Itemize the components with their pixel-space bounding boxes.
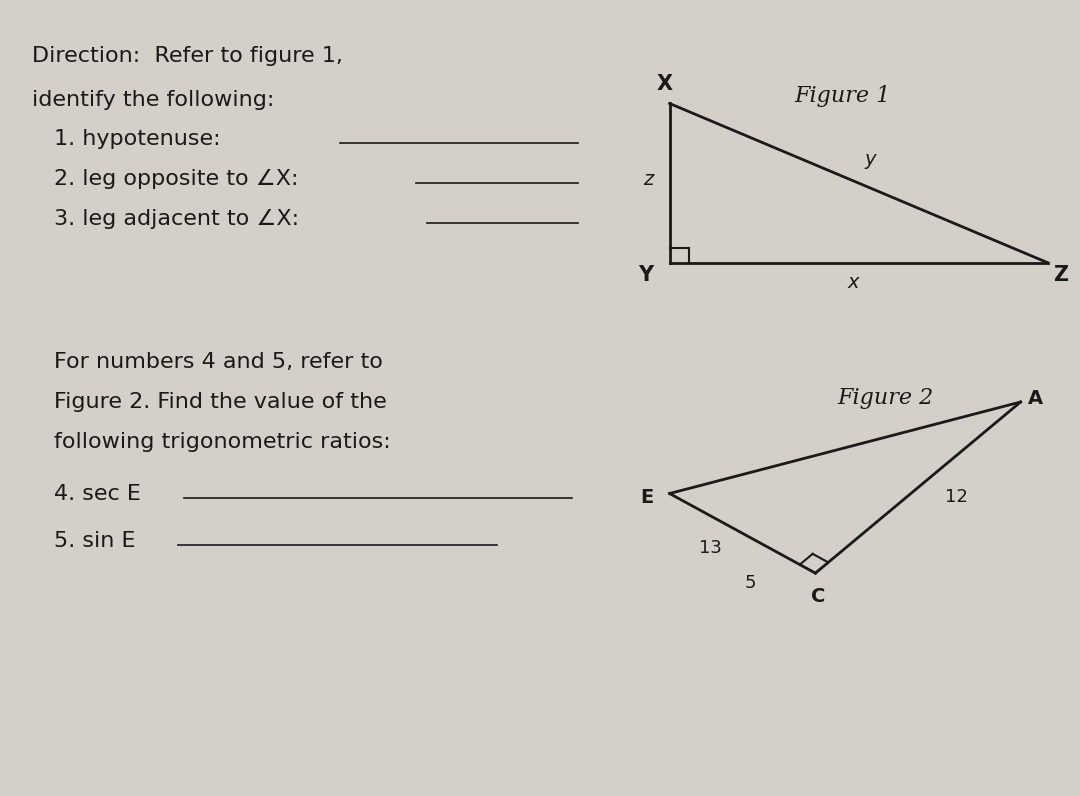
Text: 12: 12 <box>945 489 968 506</box>
Text: Figure 1: Figure 1 <box>794 84 891 107</box>
Text: A: A <box>1028 388 1043 408</box>
Text: 4. sec E: 4. sec E <box>54 483 140 504</box>
Text: identify the following:: identify the following: <box>32 89 274 110</box>
Text: Y: Y <box>638 264 653 285</box>
Text: 5: 5 <box>744 574 756 591</box>
Text: Figure 2: Figure 2 <box>837 387 934 409</box>
Text: x: x <box>848 273 859 292</box>
Text: Z: Z <box>1053 264 1068 285</box>
Text: Figure 2. Find the value of the: Figure 2. Find the value of the <box>54 392 387 412</box>
Text: 2. leg opposite to ∠X:: 2. leg opposite to ∠X: <box>54 169 298 189</box>
Text: 1. hypotenuse:: 1. hypotenuse: <box>54 129 220 150</box>
Text: C: C <box>811 587 826 606</box>
Text: X: X <box>657 73 672 94</box>
Text: 5. sin E: 5. sin E <box>54 531 135 552</box>
Text: Direction:  Refer to figure 1,: Direction: Refer to figure 1, <box>32 45 343 66</box>
Text: E: E <box>640 488 653 507</box>
Text: 3. leg adjacent to ∠X:: 3. leg adjacent to ∠X: <box>54 209 299 229</box>
Text: z: z <box>644 170 653 189</box>
Text: y: y <box>864 150 876 169</box>
Text: For numbers 4 and 5, refer to: For numbers 4 and 5, refer to <box>54 352 383 373</box>
Text: 13: 13 <box>699 539 721 556</box>
Text: following trigonometric ratios:: following trigonometric ratios: <box>54 431 391 452</box>
